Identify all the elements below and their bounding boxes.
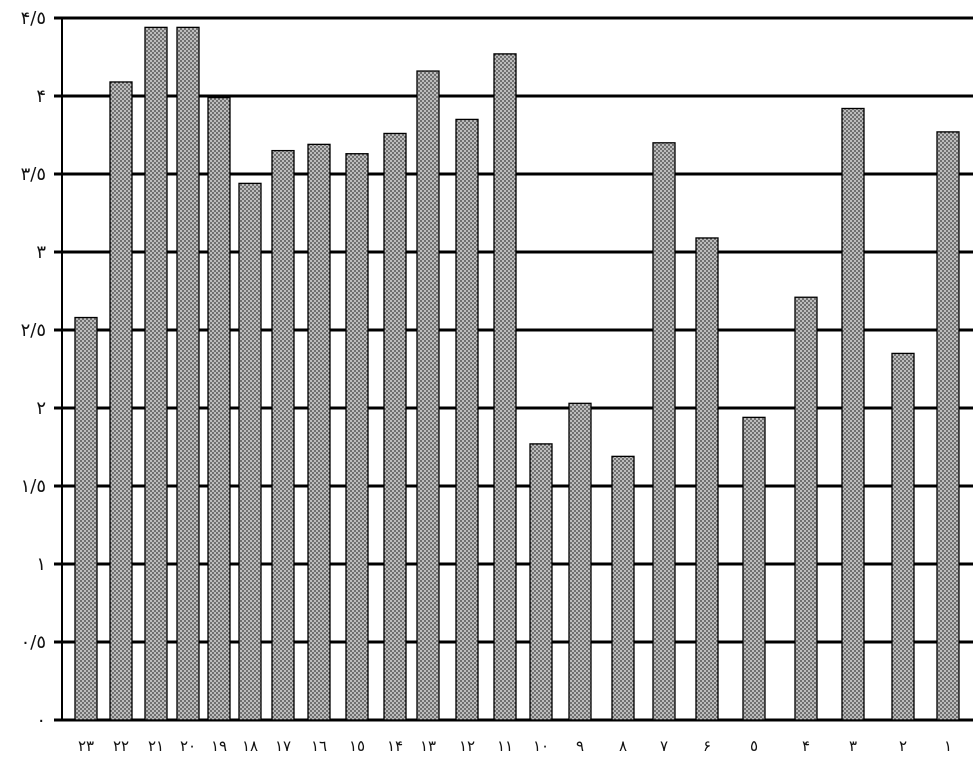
x-category-label: ١١ bbox=[497, 737, 513, 755]
bar bbox=[144, 26, 168, 721]
bar bbox=[416, 70, 440, 721]
bar bbox=[841, 107, 865, 721]
bar bbox=[611, 455, 635, 721]
x-category-label: ١٩ bbox=[211, 737, 227, 755]
x-category-label: ٢٢ bbox=[113, 737, 129, 755]
x-category-label: ١٥ bbox=[349, 737, 365, 755]
x-category-label: ١٧ bbox=[275, 737, 291, 755]
bar bbox=[936, 131, 960, 721]
bar bbox=[742, 416, 766, 721]
x-category-label: ١۴ bbox=[387, 737, 403, 755]
bar bbox=[794, 296, 818, 721]
bar bbox=[307, 143, 331, 721]
y-tick-label: ۴/٥ bbox=[21, 8, 46, 29]
bar bbox=[345, 153, 369, 721]
x-category-label: ١٠ bbox=[533, 737, 549, 755]
y-tick-label: ١/٥ bbox=[21, 476, 46, 497]
y-tick-label: ٠ bbox=[36, 710, 46, 731]
y-tick-label: ۴ bbox=[36, 86, 46, 107]
x-category-label: ٩ bbox=[576, 737, 584, 755]
bar bbox=[493, 53, 517, 721]
x-category-label: ١٨ bbox=[242, 737, 258, 755]
y-tick-label: ٢ bbox=[36, 398, 46, 419]
x-axis-category-labels: ٢٣ ٢٢ ٢١ ٢٠ ١٩ ١٨ ١٧ ١٦ ١٥ ١۴ ١٣ ١٢ ١١ ١٠ ٩ ٨ ٧ ۶ ٥ ۴ ٣ ٢ ١ bbox=[78, 737, 952, 755]
y-tick-label: ٢/٥ bbox=[21, 320, 46, 341]
bars bbox=[74, 26, 960, 721]
x-category-label: ١٣ bbox=[420, 737, 436, 755]
bar bbox=[652, 142, 676, 721]
x-category-label: ٧ bbox=[660, 737, 668, 755]
y-tick-label: ٣ bbox=[36, 242, 46, 263]
y-tick-label: ٣/٥ bbox=[21, 164, 46, 185]
x-category-label: ٥ bbox=[750, 737, 758, 755]
x-category-label: ٢ bbox=[899, 737, 907, 755]
x-category-label: ١٢ bbox=[459, 737, 475, 755]
bar bbox=[568, 402, 592, 721]
bar bbox=[238, 182, 262, 721]
y-axis-tick-labels: ٠ ٠/٥ ١ ١/٥ ٢ ٢/٥ ٣ ٣/٥ ۴ ۴/٥ bbox=[21, 8, 47, 731]
bar bbox=[455, 118, 479, 721]
x-category-label: ۶ bbox=[703, 737, 711, 755]
bar bbox=[74, 316, 98, 721]
bar bbox=[207, 96, 231, 721]
y-tick-label: ٠/٥ bbox=[21, 632, 46, 653]
x-category-label: ١٦ bbox=[311, 737, 327, 755]
bar bbox=[383, 132, 407, 721]
bar bbox=[891, 352, 915, 721]
x-category-label: ٣ bbox=[849, 737, 857, 755]
bar bbox=[271, 149, 295, 721]
bar bbox=[529, 443, 553, 721]
bar bbox=[695, 237, 719, 721]
x-category-label: ٢٠ bbox=[180, 737, 196, 755]
bar bbox=[176, 26, 200, 721]
x-category-label: ٢١ bbox=[148, 737, 164, 755]
x-category-label: ۴ bbox=[802, 737, 810, 755]
x-category-label: ١ bbox=[944, 737, 952, 755]
x-category-label: ٨ bbox=[619, 737, 627, 755]
y-tick-label: ١ bbox=[36, 554, 46, 575]
bar bbox=[109, 81, 133, 721]
x-category-label: ٢٣ bbox=[78, 737, 94, 755]
